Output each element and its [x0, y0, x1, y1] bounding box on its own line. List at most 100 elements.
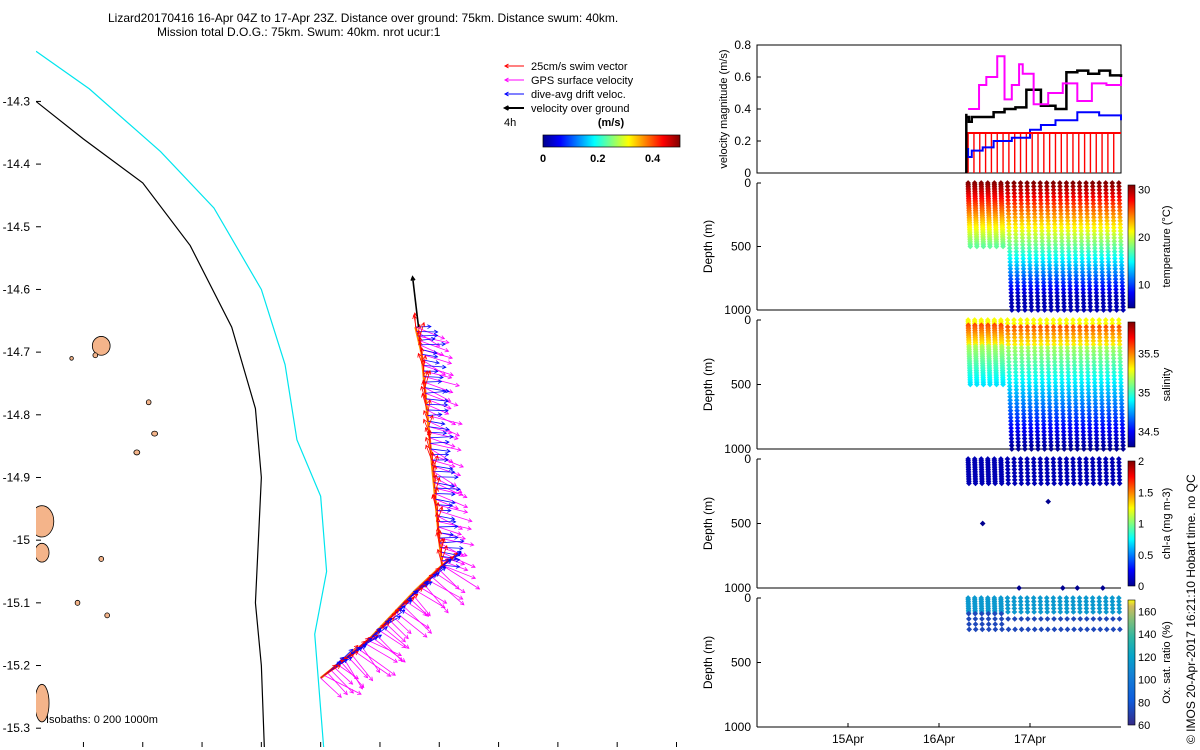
gps-vector [367, 640, 402, 656]
salinity-point [1015, 439, 1021, 445]
oxygen-point [1031, 602, 1037, 608]
gps-vector-head [337, 693, 342, 698]
swim-vector-head [397, 607, 402, 612]
salinity-point [1067, 442, 1074, 449]
salinity-point [1052, 372, 1059, 379]
chla-outlier-point [1045, 498, 1052, 505]
drift-vector-head [383, 626, 388, 631]
chla-point [1063, 463, 1070, 469]
temperature-point [1110, 204, 1116, 210]
salinity-point [1074, 439, 1080, 445]
salinity-point [1048, 446, 1054, 452]
oxygen-point [1051, 616, 1057, 622]
salinity-point [1080, 418, 1086, 424]
temperature-point [1107, 307, 1113, 313]
temperature-point [1099, 276, 1106, 282]
salinity-point [1060, 414, 1066, 421]
temperature-point [1004, 187, 1011, 193]
temperature-point [1071, 221, 1078, 228]
chla-outlier-point [1099, 585, 1106, 591]
drift-vector-head [435, 572, 440, 577]
salinity-point [1021, 418, 1027, 424]
temperature-point [1112, 283, 1119, 289]
temperature-point [1093, 296, 1100, 303]
salinity-point [1119, 428, 1126, 435]
salinity-point [1040, 418, 1047, 424]
oxygen-ytick-label: 500 [731, 656, 751, 670]
drift-vector-head [361, 645, 367, 650]
salinity-point [1052, 379, 1059, 386]
chla-point [1031, 463, 1037, 469]
swim-vector-head [420, 385, 425, 391]
oxygen-point [1090, 626, 1097, 633]
drift-vector-head [348, 648, 354, 654]
salinity-point [1032, 379, 1039, 386]
chla-point [1083, 466, 1090, 473]
swim-vector-head [418, 587, 424, 592]
oxygen-point [1057, 602, 1063, 608]
drift-vector [435, 498, 456, 504]
temperature-point [1026, 238, 1032, 245]
oxygen-point [1012, 626, 1018, 633]
temperature-point [1118, 265, 1125, 272]
salinity-point [1057, 334, 1064, 341]
temperature-point [1044, 183, 1050, 190]
salinity-point [1026, 393, 1033, 400]
oxygen-point [1037, 598, 1044, 605]
temperature-point [1026, 235, 1032, 241]
temperature-point [1077, 190, 1083, 197]
salinity-point [1018, 341, 1025, 348]
temperature-point [1102, 180, 1109, 186]
salinity-point [1019, 383, 1026, 390]
swim-vector-head [432, 464, 438, 470]
temperature-point [1047, 276, 1053, 282]
salinity-point [1106, 435, 1113, 442]
chla-point [1031, 480, 1038, 487]
salinity-point [1086, 407, 1092, 414]
temperature-point [1045, 224, 1052, 231]
salinity-point [1092, 383, 1098, 390]
temperature-point [1050, 187, 1057, 193]
salinity-point [993, 381, 1000, 388]
oxygen-point [965, 610, 972, 617]
gps-vector-head [447, 374, 453, 380]
chla-point [1077, 477, 1084, 483]
salinity-point [1085, 376, 1091, 383]
temperature-point [1112, 259, 1118, 265]
temperature-point [1048, 303, 1054, 310]
temperature-colorbar-tick: 20 [1138, 232, 1150, 244]
salinity-point [1053, 414, 1060, 421]
temperature-point [1040, 283, 1047, 289]
oxygen-point [1005, 626, 1012, 633]
salinity-point [1078, 359, 1084, 365]
oxygen-point [1117, 626, 1123, 633]
temperature-point [1076, 183, 1083, 190]
gps-vector-head [469, 542, 475, 547]
swim-vector-head [332, 664, 337, 669]
salinity-point [1028, 439, 1035, 445]
chla-point [1024, 477, 1031, 483]
temperature-point [1105, 269, 1112, 276]
temperature-point [1038, 200, 1044, 207]
oxygen-colorbar [1127, 599, 1136, 726]
oxygen-point [1037, 609, 1044, 615]
temperature-point [1019, 231, 1026, 238]
salinity-point [1050, 320, 1057, 327]
drift-vector-head [454, 535, 459, 540]
temperature-point [1090, 200, 1097, 207]
gps-vector-head [460, 561, 466, 566]
salinity-point [1080, 435, 1087, 442]
chla-point [979, 480, 985, 487]
temperature-point [1061, 296, 1067, 303]
temperature-point [1104, 231, 1111, 238]
gps-vector [327, 672, 348, 695]
gps-vector [419, 344, 444, 356]
chla-point [1011, 463, 1018, 469]
salinity-point [1097, 348, 1104, 355]
swim-vector-head [431, 494, 436, 499]
salinity-point [1039, 393, 1046, 400]
salinity-point [1066, 418, 1073, 424]
temperature-point [1084, 217, 1091, 224]
temperature-point [1018, 190, 1024, 197]
